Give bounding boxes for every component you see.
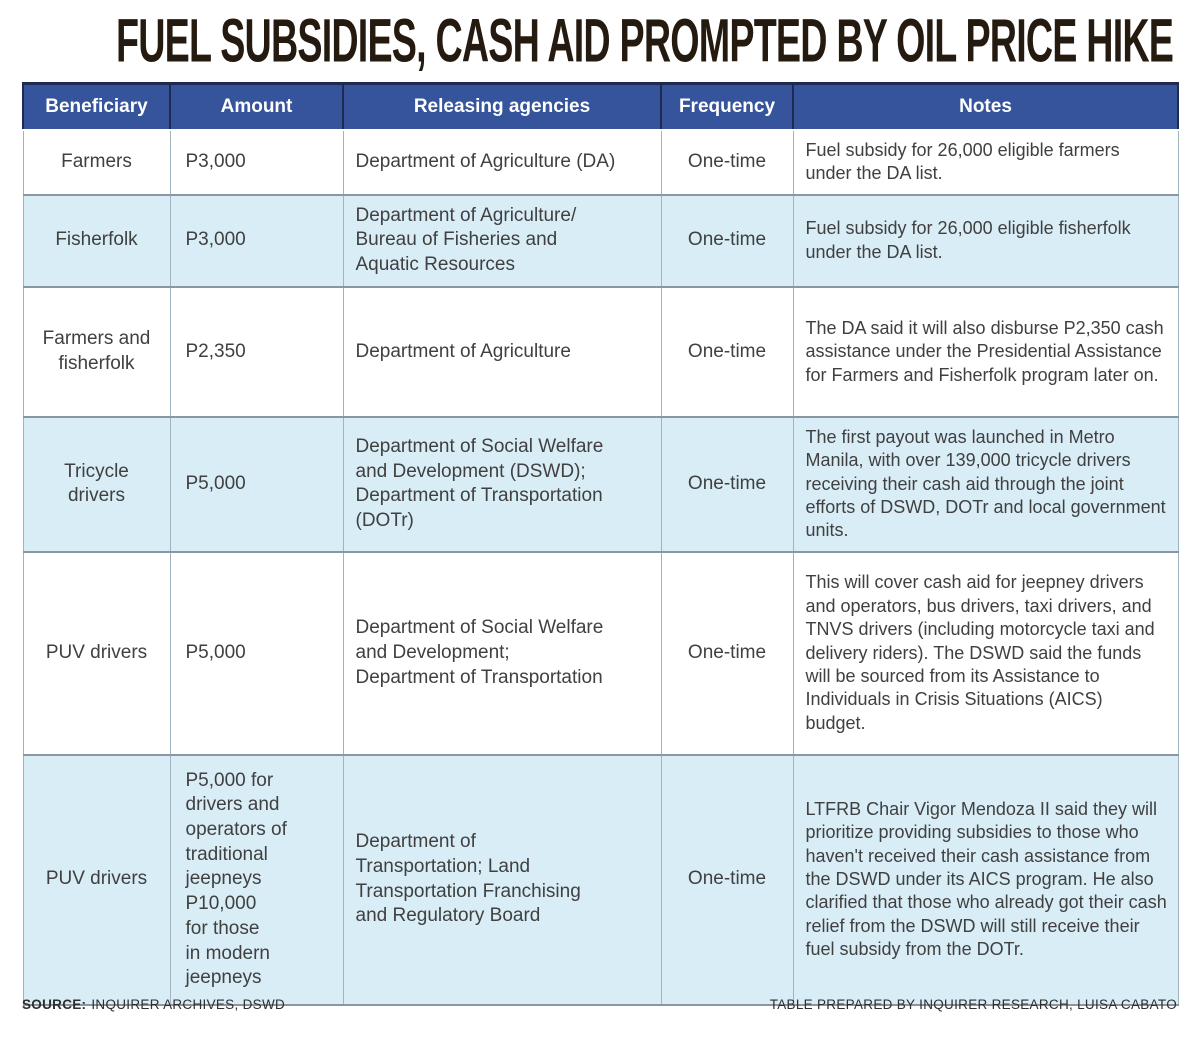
source-text: INQUIRER ARCHIVES, DSWD [91, 997, 286, 1012]
cell-frequency: One-time [660, 754, 794, 1006]
subsidy-table: Beneficiary Amount Releasing agencies Fr… [22, 82, 1179, 1006]
cell-notes: This will cover cash aid for jeepney dri… [792, 551, 1179, 756]
cell-amount: P2,350 [169, 286, 344, 418]
cell-agencies: Department of Agriculture [342, 286, 662, 418]
cell-notes: The first payout was launched in Metro M… [792, 416, 1179, 553]
table-row: Farmers P3,000 Department of Agriculture… [22, 129, 1179, 196]
source-credit: SOURCE: INQUIRER ARCHIVES, DSWD [22, 997, 285, 1012]
cell-notes: Fuel subsidy for 26,000 eligible farmers… [792, 129, 1179, 196]
cell-agencies: Department of Transportation; Land Trans… [342, 754, 662, 1006]
cell-beneficiary: Fisherfolk [22, 194, 171, 288]
table-row: PUV drivers P5,000 for drivers and opera… [22, 754, 1179, 1006]
header-releasing-agencies: Releasing agencies [342, 82, 662, 131]
cell-amount: P3,000 [169, 129, 344, 196]
header-amount: Amount [169, 82, 344, 131]
header-notes: Notes [792, 82, 1179, 131]
cell-beneficiary: Farmers and fisherfolk [22, 286, 171, 418]
cell-frequency: One-time [660, 551, 794, 756]
cell-notes: LTFRB Chair Vigor Mendoza II said they w… [792, 754, 1179, 1006]
cell-agencies: Department of Agriculture (DA) [342, 129, 662, 196]
cell-amount: P5,000 [169, 551, 344, 756]
title-bar: FUEL SUBSIDIES, CASH AID PROMPTED BY OIL… [0, 0, 1200, 78]
cell-agencies: Department of Social Welfare and Develop… [342, 416, 662, 553]
cell-frequency: One-time [660, 194, 794, 288]
cell-beneficiary: Farmers [22, 129, 171, 196]
cell-agencies: Department of Social Welfare and Develop… [342, 551, 662, 756]
footer: SOURCE: INQUIRER ARCHIVES, DSWD TABLE PRE… [22, 997, 1177, 1012]
cell-notes: Fuel subsidy for 26,000 eligible fisherf… [792, 194, 1179, 288]
table-row: Fisherfolk P3,000 Department of Agricult… [22, 194, 1179, 288]
header-frequency: Frequency [660, 82, 794, 131]
cell-beneficiary: PUV drivers [22, 754, 171, 1006]
cell-amount: P3,000 [169, 194, 344, 288]
cell-amount: P5,000 for drivers and operators of trad… [169, 754, 344, 1006]
table-row: Tricycle drivers P5,000 Department of So… [22, 416, 1179, 553]
prepared-by-credit: TABLE PREPARED BY INQUIRER RESEARCH, LUI… [769, 997, 1177, 1012]
cell-frequency: One-time [660, 286, 794, 418]
header-beneficiary: Beneficiary [22, 82, 171, 131]
cell-frequency: One-time [660, 129, 794, 196]
table-row: Farmers and fisherfolk P2,350 Department… [22, 286, 1179, 418]
source-label: SOURCE: [22, 997, 87, 1012]
table-header-row: Beneficiary Amount Releasing agencies Fr… [22, 82, 1179, 131]
page-title: FUEL SUBSIDIES, CASH AID PROMPTED BY OIL… [116, 5, 1174, 76]
cell-beneficiary: Tricycle drivers [22, 416, 171, 553]
cell-amount: P5,000 [169, 416, 344, 553]
cell-frequency: One-time [660, 416, 794, 553]
cell-beneficiary: PUV drivers [22, 551, 171, 756]
cell-notes: The DA said it will also disburse P2,350… [792, 286, 1179, 418]
table-row: PUV drivers P5,000 Department of Social … [22, 551, 1179, 756]
cell-agencies: Department of Agriculture/ Bureau of Fis… [342, 194, 662, 288]
